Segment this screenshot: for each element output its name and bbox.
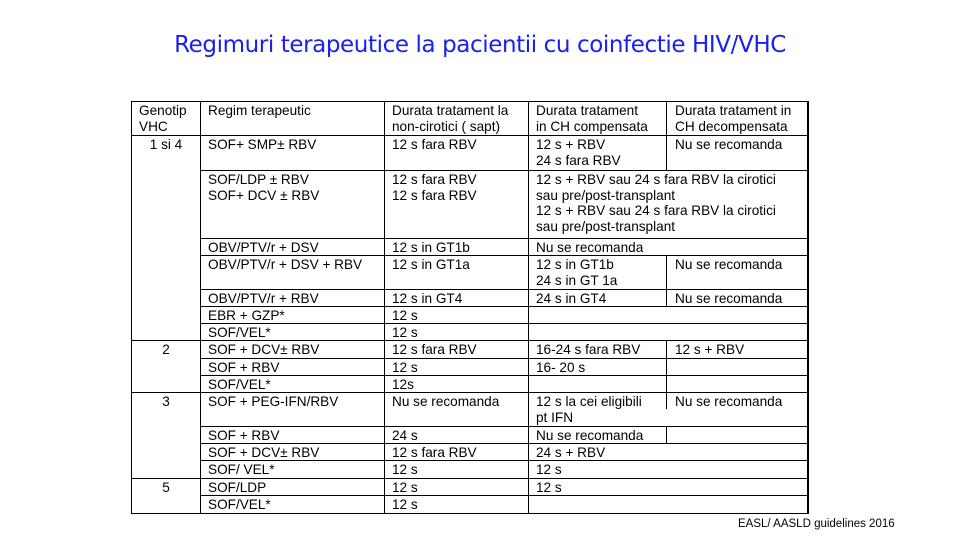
grid-line — [131, 101, 809, 102]
duration-compensated-cell: 12 s in GT1b 24 s in GT 1a — [536, 257, 618, 288]
regimen-cell: SOF + PEG-IFN/RBV — [208, 394, 339, 409]
grid-line — [200, 495, 809, 496]
duration-noncirrhotic-cell: 12 s in GT1b — [392, 240, 470, 255]
duration-decompensated-cell: Nu se recomanda — [675, 257, 783, 272]
duration-cirrhosis-merged-cell: 12 s + RBV sau 24 s fara RBV la cirotici… — [536, 172, 776, 234]
regimen-cell: OBV/PTV/r + DSV — [208, 240, 319, 255]
grid-line — [200, 358, 809, 359]
duration-compensated-cell: 12 s + RBV 24 s fara RBV — [536, 137, 621, 168]
regimen-cell: SOF/LDP — [208, 480, 267, 495]
duration-noncirrhotic-cell: 12 s fara RBV 12 s fara RBV — [392, 172, 477, 203]
grid-line — [384, 101, 385, 514]
grid-line — [200, 375, 809, 376]
duration-compensated-cell: 12 s — [536, 462, 562, 477]
grid-line — [200, 306, 809, 307]
grid-line — [131, 340, 809, 341]
regimen-cell: SOF/VEL* — [208, 325, 271, 340]
grid-line — [200, 238, 809, 239]
regimen-cell: SOF/VEL* — [208, 377, 271, 392]
grid-line — [807, 101, 809, 514]
grid-line — [200, 460, 809, 461]
grid-line — [200, 255, 809, 256]
genotype-label: 1 si 4 — [149, 137, 183, 152]
grid-line — [131, 101, 132, 514]
header-genotip: Genotip VHC — [139, 103, 187, 134]
duration-noncirrhotic-cell: 12 s fara RBV — [392, 137, 477, 152]
duration-noncirrhotic-cell: Nu se recomanda — [392, 394, 500, 409]
duration-noncirrhotic-cell: 12 s — [392, 308, 418, 323]
duration-noncirrhotic-cell: 24 s — [392, 428, 418, 443]
regimen-cell: SOF/VEL* — [208, 497, 271, 512]
duration-noncirrhotic-cell: 12 s in GT4 — [392, 291, 463, 306]
grid-line — [131, 135, 809, 136]
grid-line — [131, 392, 809, 393]
genotype-label: 2 — [162, 342, 170, 357]
duration-compensated-cell: 24 s in GT4 — [536, 291, 607, 306]
header-durata-ch-decompensata: Durata tratament in CH decompensata — [675, 103, 792, 134]
grid-line — [528, 101, 529, 514]
duration-noncirrhotic-cell: 12 s — [392, 497, 418, 512]
duration-decompensated-cell: 12 s + RBV — [675, 342, 745, 357]
duration-compensated-cell: 12 s la cei eligibili pt IFN — [536, 394, 642, 425]
duration-decompensated-cell: Nu se recomanda — [675, 394, 783, 409]
grid-line — [200, 170, 809, 171]
source-citation: EASL/ AASLD guidelines 2016 — [738, 518, 895, 530]
grid-line — [131, 513, 809, 514]
regimen-cell: SOF + DCV± RBV — [208, 342, 320, 357]
duration-compensated-cell: Nu se recomanda — [536, 240, 644, 255]
duration-noncirrhotic-cell: 12 s fara RBV — [392, 342, 477, 357]
duration-compensated-cell: 24 s + RBV — [536, 445, 606, 460]
grid-line — [200, 101, 201, 514]
duration-compensated-cell: 16-24 s fara RBV — [536, 342, 641, 357]
grid-line — [666, 256, 667, 307]
regimen-cell: SOF/LDP ± RBV SOF+ DCV ± RBV — [208, 172, 320, 203]
header-durata-ch-compensata: Durata tratament in CH compensata — [536, 103, 648, 134]
regimen-cell: SOF + RBV — [208, 428, 280, 443]
grid-line — [200, 443, 809, 444]
duration-compensated-cell: 16- 20 s — [536, 360, 586, 375]
header-durata-noncirotici: Durata tratament la non-cirotici ( sapt) — [392, 103, 509, 134]
grid-line — [666, 427, 667, 444]
treatment-table: Genotip VHC Regim terapeutic Durata trat… — [131, 101, 809, 514]
duration-noncirrhotic-cell: 12s — [392, 377, 414, 392]
duration-decompensated-cell: Nu se recomanda — [675, 137, 783, 152]
duration-noncirrhotic-cell: 12 s — [392, 360, 418, 375]
regimen-cell: OBV/PTV/r + RBV — [208, 291, 319, 306]
regimen-cell: EBR + GZP* — [208, 308, 285, 323]
slide-title: Regimuri terapeutice la pacientii cu coi… — [174, 32, 786, 58]
regimen-cell: SOF + DCV± RBV — [208, 445, 320, 460]
regimen-cell: SOF+ SMP± RBV — [208, 137, 317, 152]
duration-compensated-cell: Nu se recomanda — [536, 428, 644, 443]
duration-noncirrhotic-cell: 12 s — [392, 325, 418, 340]
duration-noncirrhotic-cell: 12 s — [392, 480, 418, 495]
grid-line — [200, 426, 809, 427]
duration-noncirrhotic-cell: 12 s fara RBV — [392, 445, 477, 460]
header-regim: Regim terapeutic — [208, 103, 311, 118]
duration-decompensated-cell: Nu se recomanda — [675, 291, 783, 306]
grid-line — [200, 289, 809, 290]
regimen-cell: OBV/PTV/r + DSV + RBV — [208, 257, 363, 272]
genotype-label: 3 — [162, 394, 170, 409]
duration-noncirrhotic-cell: 12 s in GT1a — [392, 257, 470, 272]
genotype-label: 5 — [162, 480, 170, 495]
grid-line — [200, 323, 809, 324]
duration-noncirrhotic-cell: 12 s — [392, 462, 418, 477]
regimen-cell: SOF + RBV — [208, 360, 280, 375]
grid-line — [131, 478, 809, 479]
duration-compensated-cell: 12 s — [536, 480, 562, 495]
regimen-cell: SOF/ VEL* — [208, 462, 275, 477]
